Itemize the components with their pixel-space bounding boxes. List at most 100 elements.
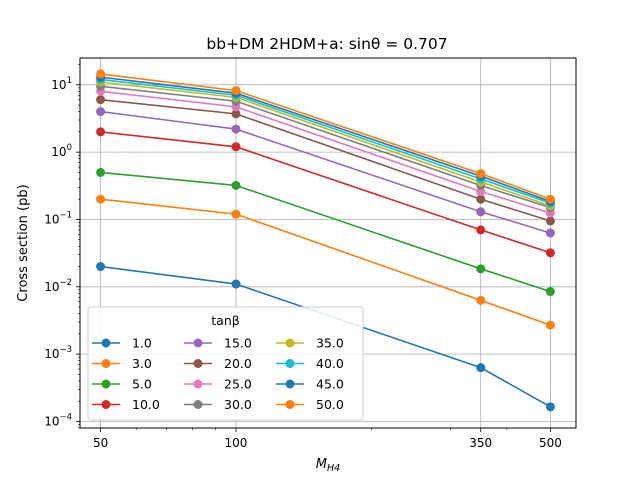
plot-frame [79,57,577,429]
x-axis-label: MH4 [316,457,340,474]
y-tick-label: 10−4 [44,412,72,428]
series-line [100,198,551,326]
legend-marker [193,400,203,409]
data-point [545,194,555,204]
legend-entry: 35.0 [276,336,344,351]
series-line [100,78,551,204]
series-5.0 [96,167,555,297]
legend-marker [285,379,295,389]
y-tick-label: 10−2 [44,278,72,294]
x-tick-label: 50 [93,436,108,450]
data-point [545,248,555,258]
data-point [231,209,241,219]
legend-label: 35.0 [316,336,344,351]
legend-marker [193,338,203,348]
series-20.0 [96,95,555,226]
legend-label: 3.0 [132,356,152,371]
series-line [100,131,551,254]
data-point [545,287,555,297]
legend-entry: 3.0 [92,356,152,371]
legend-label: 30.0 [224,397,252,412]
legend-label: 5.0 [132,377,152,392]
legend-entry: 40.0 [276,356,344,371]
legend-entry: 25.0 [184,377,252,392]
data-point [231,124,241,134]
legend-label: 15.0 [224,336,252,351]
legend-entry: 10.0 [92,397,160,412]
data-point [476,295,486,305]
series-line [100,85,551,209]
data-point [476,194,486,204]
legend-label: 10.0 [132,397,160,412]
data-point [476,264,486,274]
legend-marker [193,359,203,368]
series-line [100,110,551,234]
data-point [96,69,106,79]
legend-label: 50.0 [316,397,344,412]
y-tick-label: 10−3 [44,345,72,361]
legend-label: 45.0 [316,377,344,392]
data-point [96,107,106,117]
legend-title: tanβ [211,313,239,328]
series-3.0 [96,194,555,330]
series-line [100,81,551,207]
y-tick-label: 100 [51,143,72,159]
legend-marker [101,359,111,368]
legend-entry: 45.0 [276,377,344,392]
x-tick-label: 350 [469,436,492,450]
legend-entry: 1.0 [92,336,152,351]
legend-label: 1.0 [132,336,152,351]
legend-marker [285,338,295,348]
data-point [545,228,555,238]
data-point [545,402,555,412]
legend-marker [285,400,295,409]
series-15.0 [96,107,555,238]
series-line [100,171,551,293]
legend-entry: 30.0 [184,397,252,412]
data-point [476,225,486,235]
data-point [231,279,241,289]
data-point [545,216,555,226]
series-line [100,98,551,222]
series-line [100,73,551,200]
legend-entry: 5.0 [92,377,152,392]
series-line [100,90,551,214]
series-line [100,76,551,203]
x-tick-label: 100 [225,436,248,450]
data-point [96,127,106,137]
legend-entry: 50.0 [276,397,344,412]
y-axis: 10−4 10−3 10−2 10−1 100 101 [44,64,80,428]
data-point [96,95,106,105]
legend-marker [285,359,295,368]
x-tick-label: 500 [539,436,562,450]
y-axis-label: Cross section (pb) [16,184,31,301]
data-point [476,207,486,217]
data-point [545,320,555,330]
data-point [231,109,241,119]
data-point [96,262,106,272]
legend-label: 25.0 [224,377,252,392]
data-point [476,169,486,179]
legend-marker [193,379,203,389]
legend-marker [101,338,111,348]
y-tick-label: 101 [51,76,72,92]
data-point [476,363,486,373]
data-point [231,142,241,152]
y-tick-label: 10−1 [44,210,72,226]
series-10.0 [96,127,555,258]
chart-title: bb+DM 2HDM+a: sinθ = 0.707 [206,35,447,53]
legend-box [87,306,364,421]
legend-marker [101,400,111,409]
legend-label: 20.0 [224,356,252,371]
data-point [231,86,241,96]
legend: tanβ 1.0 3.0 5.0 10.0 15.0 20.0 25.0 30.0 35.0 40.… [87,306,364,421]
legend-label: 40.0 [316,356,344,371]
data-point [96,167,106,177]
series-50.0 [96,69,555,204]
x-axis: 50 100 350 500 [93,428,562,450]
data-point [231,180,241,190]
legend-entry: 20.0 [184,356,252,371]
legend-marker [101,379,111,389]
data-point [96,194,106,204]
